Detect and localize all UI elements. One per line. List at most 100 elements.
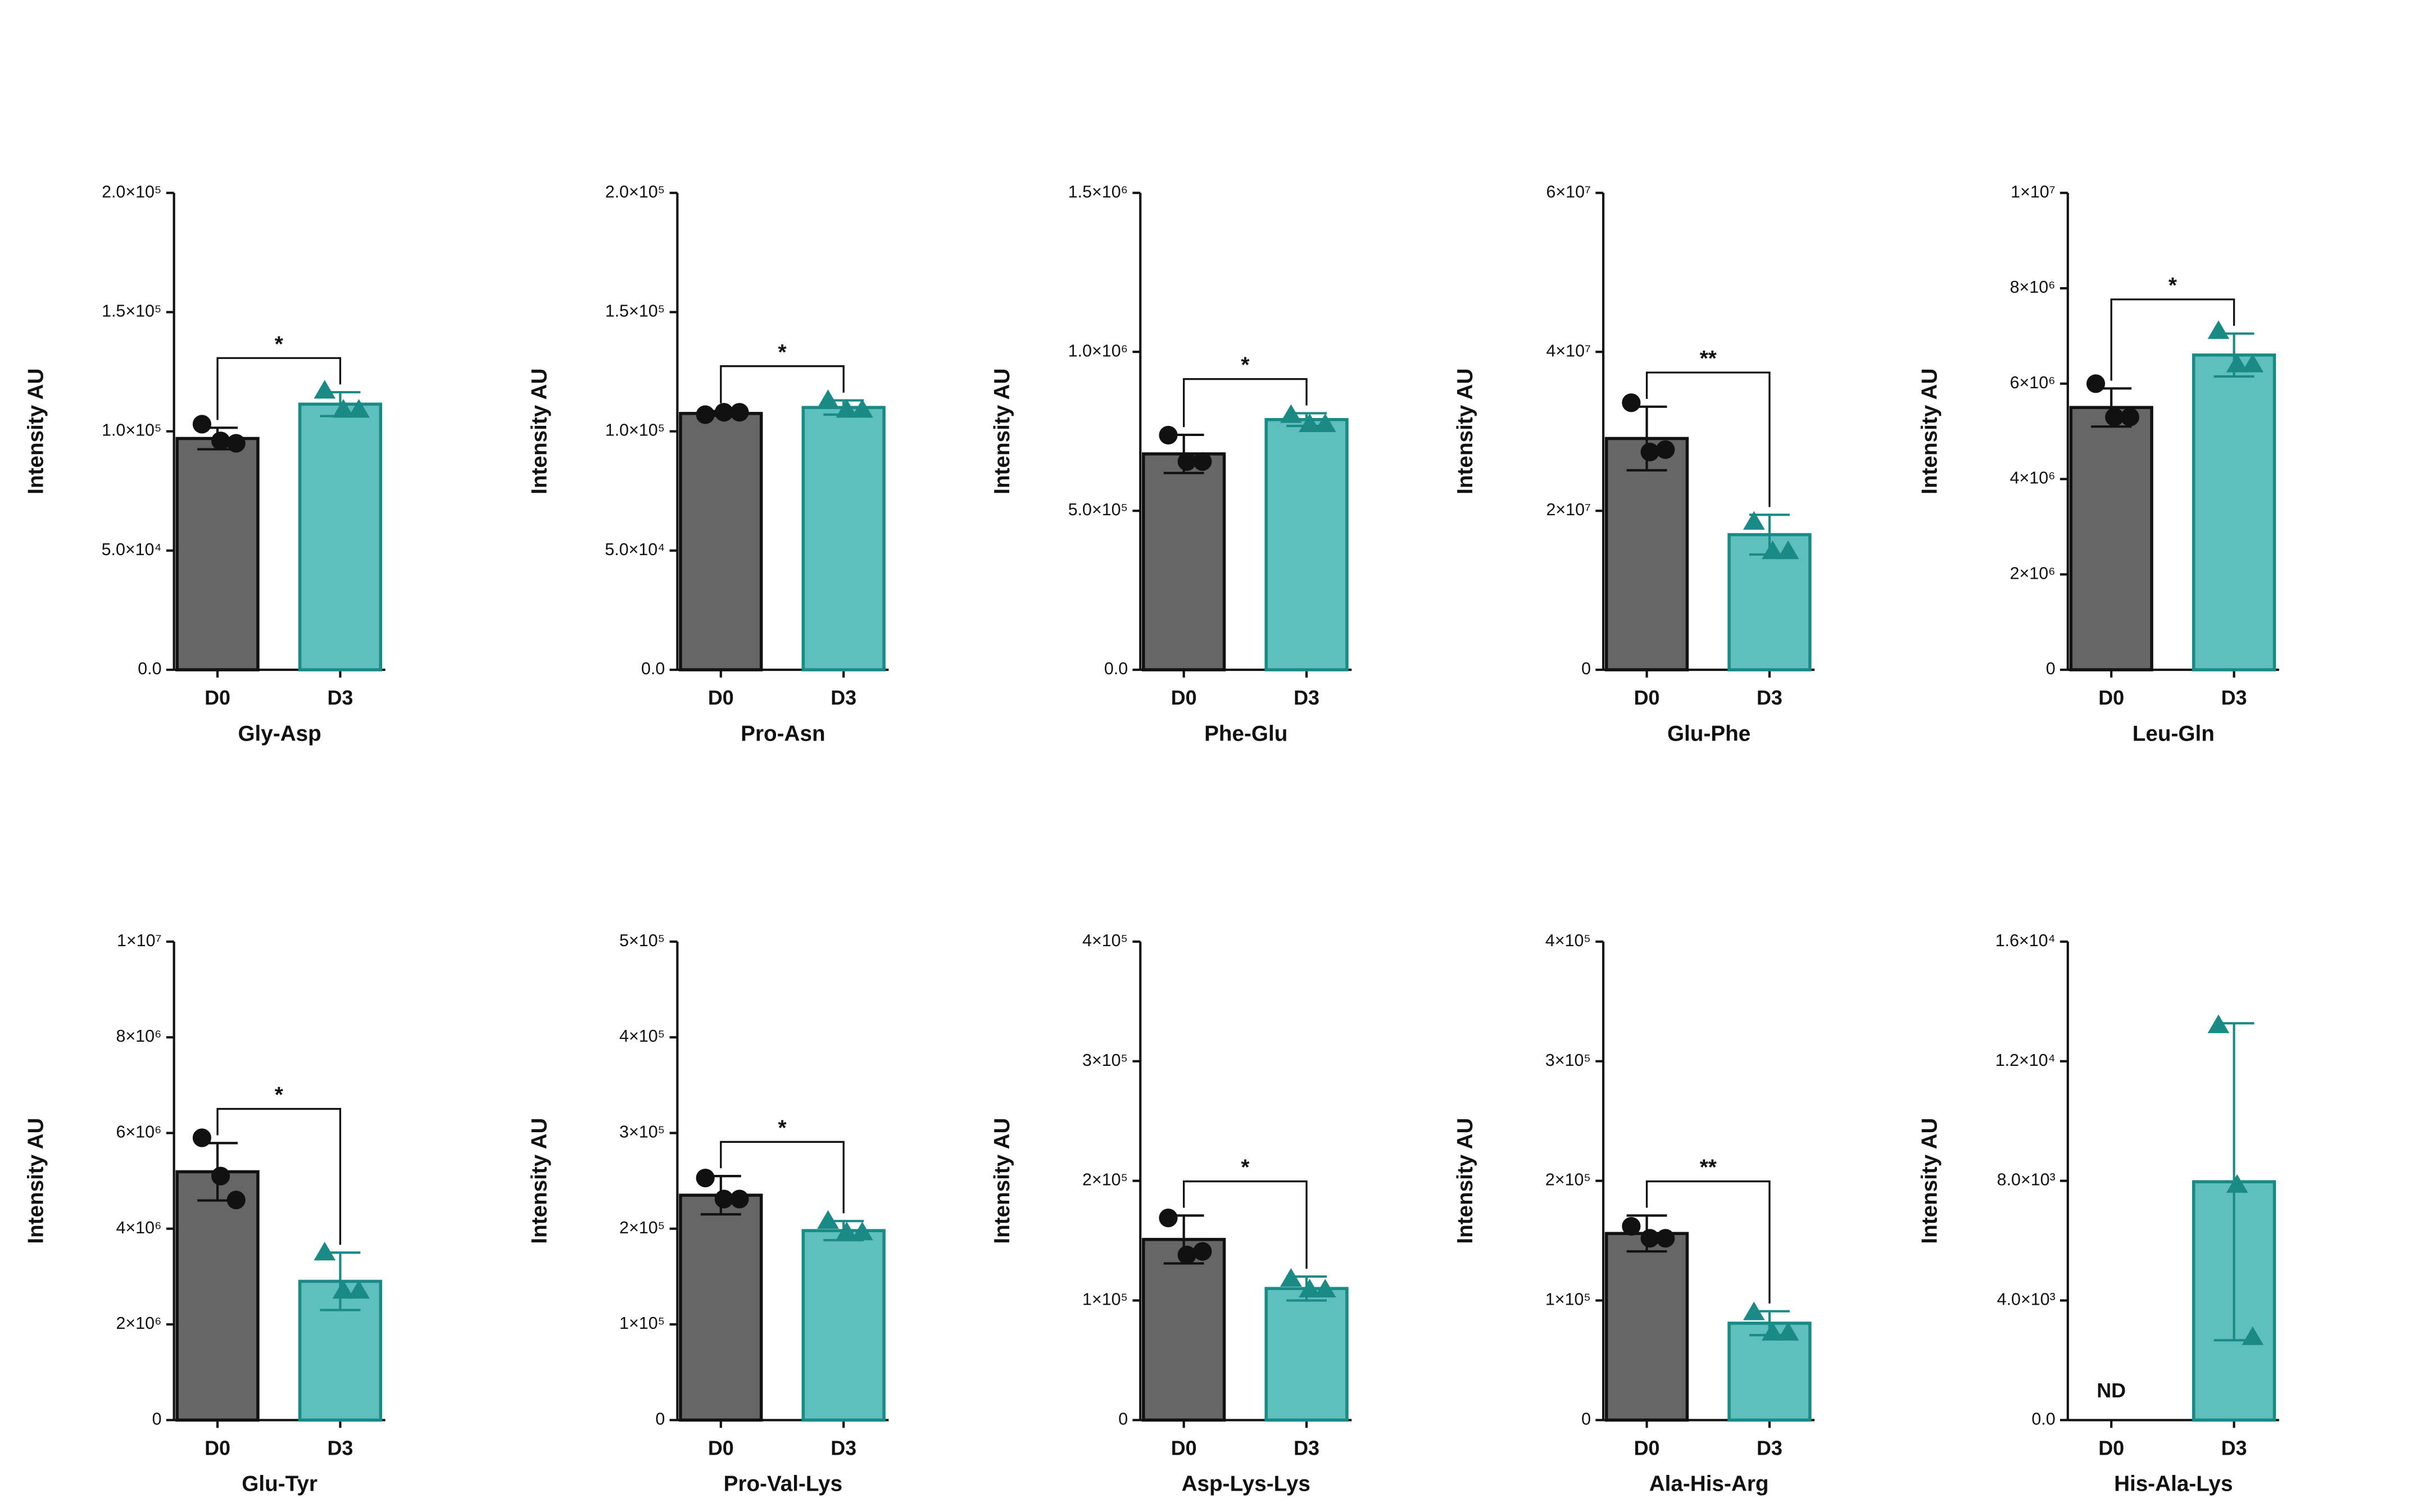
- data-point: [696, 1168, 715, 1188]
- y-tick-label: 1.0×10⁵: [102, 421, 161, 440]
- x-tick-label: D3: [327, 1436, 353, 1459]
- significance: *: [2169, 274, 2178, 298]
- panel: 0 1×10⁵ 2×10⁵ 3×10⁵ 4×10⁵ Intensity AU Asp-Lys…: [990, 931, 1352, 1496]
- y-axis-label: Intensity AU: [1453, 369, 1477, 494]
- bar: [1264, 417, 1349, 671]
- y-tick-label: 0: [655, 1409, 665, 1428]
- data-point: [817, 1210, 839, 1229]
- data-point: [696, 405, 715, 424]
- data-point: [1743, 511, 1765, 530]
- y-tick-label: 0: [1581, 659, 1591, 678]
- significance-bracket: [1183, 378, 1308, 428]
- y-tick-label: 2×10⁷: [1546, 500, 1591, 519]
- y-tick-label: 8×10⁶: [2010, 278, 2056, 297]
- bar: [1142, 452, 1226, 671]
- x-tick-label: D0: [708, 686, 734, 709]
- significance: *: [778, 340, 787, 365]
- y-tick-label: 5.0×10⁴: [605, 540, 665, 559]
- y-tick-label: 0.0: [138, 659, 161, 678]
- data-point: [2226, 353, 2248, 373]
- data-point: [817, 389, 839, 408]
- y-tick-label: 8.0×10³: [1997, 1170, 2056, 1189]
- x-axis-title: His-Ala-Lys: [2114, 1472, 2233, 1496]
- y-tick-label: 1×10⁷: [2011, 182, 2056, 201]
- data-point: [1193, 452, 1212, 471]
- y-tick-label: 1.5×10⁵: [102, 302, 161, 321]
- data-point: [730, 1189, 749, 1209]
- bar: [1142, 1238, 1226, 1422]
- data-point: [2207, 1014, 2230, 1033]
- y-tick-label: 1×10⁷: [117, 931, 162, 950]
- y-tick-label: 0: [1118, 1409, 1128, 1428]
- data-point: [2086, 374, 2106, 393]
- significance-bracket: [720, 365, 845, 403]
- panel: 0.0 4.0×10³ 8.0×10³ 1.2×10⁴ 1.6×10⁴ Intensity…: [1918, 931, 2279, 1496]
- data-point: [1299, 413, 1321, 433]
- y-tick-label: 3×10⁵: [619, 1123, 665, 1142]
- panel: 0 1×10⁵ 2×10⁵ 3×10⁵ 4×10⁵ Intensity AU Ala-His…: [1453, 931, 1815, 1496]
- data-point: [2226, 1174, 2248, 1193]
- bar: [2069, 406, 2153, 671]
- data-point: [314, 380, 336, 399]
- y-axis-label: Intensity AU: [527, 1118, 551, 1243]
- panel: 0 2×10⁶ 4×10⁶ 6×10⁶ 8×10⁶ 1×10⁷ Intensity AU Gl…: [24, 931, 385, 1496]
- y-tick-label: 3×10⁵: [1082, 1051, 1128, 1070]
- y-axis-label: Intensity AU: [990, 1118, 1014, 1243]
- x-axis-title: Glu-Phe: [1667, 721, 1750, 746]
- y-tick-label: 1.6×10⁴: [1995, 931, 2056, 950]
- data-point: [2207, 320, 2230, 339]
- x-axis-title: Pro-Val-Lys: [724, 1472, 842, 1496]
- data-point: [714, 1189, 733, 1209]
- bar: [679, 1193, 763, 1422]
- x-tick-label: D3: [1757, 1436, 1782, 1459]
- data-point: [1762, 1322, 1784, 1341]
- y-tick-label: 1.0×10⁶: [1068, 341, 1128, 360]
- y-tick-label: 1.0×10⁵: [605, 421, 665, 440]
- x-axis-title: Asp-Lys-Lys: [1182, 1472, 1310, 1496]
- data-point: [211, 432, 230, 451]
- bar: [1604, 1232, 1689, 1422]
- y-tick-label: 4×10⁶: [116, 1218, 162, 1237]
- data-point: [226, 434, 246, 453]
- data-point: [1640, 1229, 1659, 1248]
- data-point: [2242, 1326, 2264, 1345]
- data-point: [1622, 393, 1641, 412]
- x-tick-label: D0: [2098, 686, 2124, 709]
- y-tick-label: 0: [152, 1409, 162, 1428]
- x-tick-label: D0: [2098, 1436, 2124, 1459]
- y-tick-label: 1×10⁵: [1545, 1290, 1591, 1309]
- bar: [679, 412, 763, 671]
- y-axis-label: Intensity AU: [24, 1118, 48, 1243]
- data-point: [1280, 1268, 1302, 1287]
- data-point: [2105, 407, 2124, 426]
- y-tick-label: 4×10⁶: [2010, 469, 2056, 488]
- y-tick-label: 4×10⁷: [1546, 341, 1591, 360]
- data-point: [226, 1191, 246, 1210]
- significance: *: [275, 1083, 284, 1107]
- data-point: [314, 1242, 336, 1261]
- data-point: [714, 403, 733, 422]
- data-point: [1777, 1322, 1799, 1341]
- panel: 0 2×10⁷ 4×10⁷ 6×10⁷ Intensity AU Glu-Phe D0 D3 *…: [1453, 182, 1815, 746]
- data-point: [1177, 452, 1196, 471]
- panel: 0.0 5.0×10⁴ 1.0×10⁵ 1.5×10⁵ 2.0×10⁵ Intensity…: [24, 182, 385, 746]
- y-tick-label: 5×10⁵: [619, 931, 665, 950]
- data-point: [851, 1222, 873, 1241]
- bar: [175, 437, 260, 671]
- significance-bracket: [216, 1107, 342, 1245]
- data-point: [211, 1166, 230, 1186]
- y-tick-label: 2×10⁵: [1082, 1170, 1128, 1189]
- bar: [1264, 1287, 1349, 1422]
- x-tick-label: D3: [1757, 686, 1782, 709]
- significance: *: [1241, 1156, 1250, 1180]
- bar: [1604, 437, 1689, 671]
- x-tick-label: D3: [831, 1436, 856, 1459]
- y-tick-label: 1.2×10⁴: [1995, 1051, 2056, 1070]
- significance-bracket: [2110, 298, 2235, 381]
- y-tick-label: 4×10⁵: [1082, 931, 1128, 950]
- y-tick-label: 6×10⁶: [116, 1123, 162, 1142]
- x-tick-label: D3: [1294, 1436, 1319, 1459]
- data-point: [1743, 1301, 1765, 1320]
- x-axis-title: Glu-Tyr: [242, 1472, 317, 1496]
- y-tick-label: 4×10⁵: [1545, 931, 1591, 950]
